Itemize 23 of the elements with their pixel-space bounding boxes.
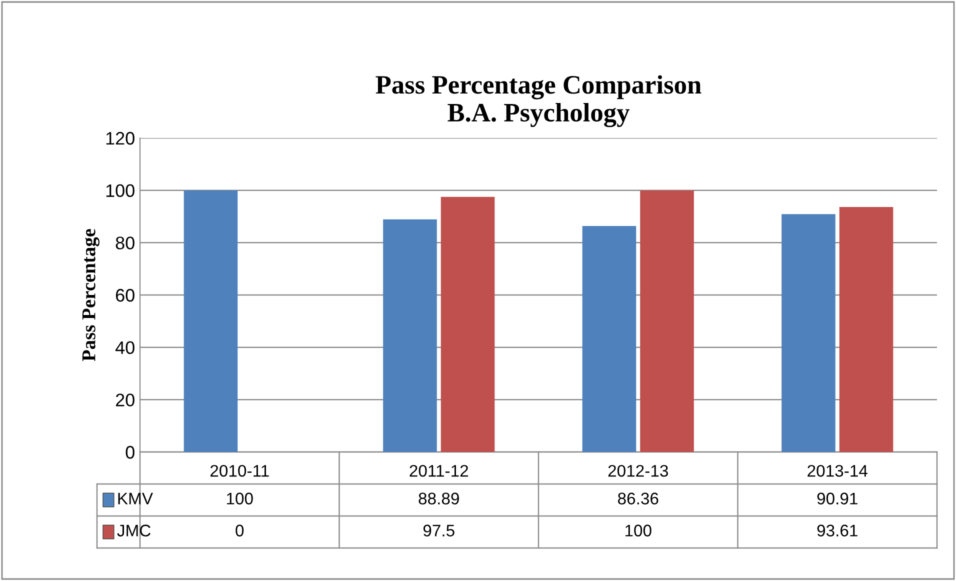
data-label: 93.61 — [817, 524, 858, 536]
y-tick-label: 0 — [126, 446, 134, 459]
y-tick-label: 20 — [116, 394, 134, 406]
x-tick-label: 2010-11 — [210, 464, 269, 477]
y-tick-label: 80 — [116, 236, 134, 250]
y-tick-label: 60 — [116, 288, 134, 302]
data-label: 0 — [236, 524, 244, 536]
data-label: 97.5 — [423, 524, 454, 536]
y-axis-title: Pass Percentage — [82, 228, 100, 362]
y-tick-label: 120 — [106, 132, 134, 145]
data-label: 90.91 — [817, 492, 858, 504]
x-tick-label: 2011-12 — [410, 464, 468, 477]
y-tick-label: 100 — [106, 184, 134, 198]
x-tick-label: 2012-13 — [608, 464, 668, 477]
y-tick-label: 40 — [115, 341, 134, 354]
data-label: 100 — [625, 524, 652, 536]
chart-title: Pass Percentage Comparison B.A. Psychology — [376, 75, 702, 128]
legend-label: JMC — [117, 524, 151, 536]
legend-label: KMV — [118, 492, 153, 504]
data-label: 86.36 — [618, 492, 658, 504]
data-label: 100 — [226, 492, 253, 504]
data-label: 88.89 — [418, 492, 459, 504]
x-tick-label: 2013-14 — [808, 464, 868, 477]
